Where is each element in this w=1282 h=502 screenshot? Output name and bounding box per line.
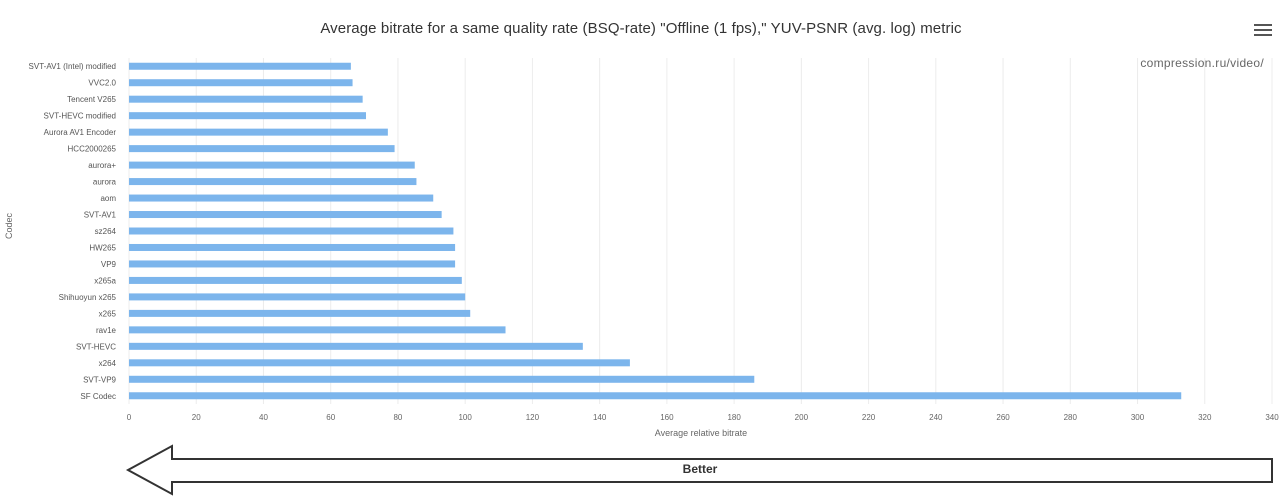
y-tick-label: SVT-HEVC [76,342,116,351]
x-tick-label: 160 [660,413,674,422]
x-tick-label: 260 [996,413,1010,422]
bar[interactable] [129,62,351,70]
bar[interactable] [129,194,434,202]
y-tick-label: x265 [99,309,117,318]
bar[interactable] [129,243,456,251]
x-tick-label: 140 [593,413,607,422]
y-tick-label: Tencent V265 [67,95,116,104]
y-tick-label: sz264 [95,227,117,236]
y-tick-label: Shihuoyun x265 [59,293,117,302]
hamburger-menu-icon[interactable] [1254,24,1272,40]
x-tick-label: 20 [192,413,201,422]
x-axis-tick-labels: 0 20 40 60 80 100 120 140 160 180 200 220 240 260 280 3… [127,413,1279,422]
chart-title: Average bitrate for a same quality rate … [320,20,962,37]
x-tick-label: 200 [795,413,809,422]
x-tick-label: 0 [127,413,132,422]
y-tick-label: aurora+ [88,161,116,170]
x-tick-label: 120 [526,413,540,422]
bar[interactable] [129,128,388,136]
bar[interactable] [129,309,471,317]
x-tick-label: 220 [862,413,876,422]
bar[interactable] [129,260,456,268]
y-tick-label: SF Codec [80,392,116,401]
better-arrow-label: Better [682,462,718,476]
bar[interactable] [129,359,630,367]
y-tick-label: VVC2.0 [88,79,116,88]
x-tick-label: 100 [458,413,472,422]
bar[interactable] [129,112,367,120]
y-tick-label: HW265 [89,243,116,252]
x-tick-label: 340 [1265,413,1279,422]
y-tick-label: VP9 [101,260,117,269]
y-tick-label: SVT-VP9 [83,375,116,384]
x-tick-label: 280 [1064,413,1078,422]
y-tick-label: aom [100,194,116,203]
x-tick-label: 60 [326,413,335,422]
y-tick-label: SVT-AV1 [84,211,117,220]
watermark: compression.ru/video/ [1140,56,1264,70]
bar[interactable] [129,375,755,383]
y-axis-tick-labels: SVT-AV1 (Intel) modified VVC2.0 Tencent V2… [29,62,117,401]
bar[interactable] [129,227,454,235]
bar[interactable] [129,293,466,301]
bar[interactable] [129,211,442,219]
y-tick-label: x264 [99,359,117,368]
x-tick-label: 240 [929,413,943,422]
y-tick-label: aurora [93,178,117,187]
bar[interactable] [129,326,506,334]
better-arrow [125,444,1273,496]
y-tick-label: SVT-AV1 (Intel) modified [29,62,116,71]
y-tick-label: x265a [94,276,116,285]
y-tick-label: Aurora AV1 Encoder [44,128,117,137]
bar[interactable] [129,342,583,350]
x-tick-label: 180 [727,413,741,422]
bar[interactable] [129,145,395,153]
bar[interactable] [129,79,353,87]
x-tick-label: 40 [259,413,268,422]
bar[interactable] [129,276,462,284]
x-tick-label: 300 [1131,413,1145,422]
bar[interactable] [129,178,417,186]
y-tick-label: HCC2000265 [68,145,117,154]
bar[interactable] [129,161,415,169]
bar[interactable] [129,95,363,103]
x-tick-label: 80 [393,413,402,422]
y-axis-title: Codec [4,212,14,239]
x-tick-label: 320 [1198,413,1212,422]
x-axis-title: Average relative bitrate [655,428,747,438]
y-tick-label: rav1e [96,326,117,335]
y-tick-label: SVT-HEVC modified [44,112,116,121]
better-arrow-shape [125,444,1273,496]
bars [129,62,1182,400]
bar[interactable] [129,392,1182,400]
